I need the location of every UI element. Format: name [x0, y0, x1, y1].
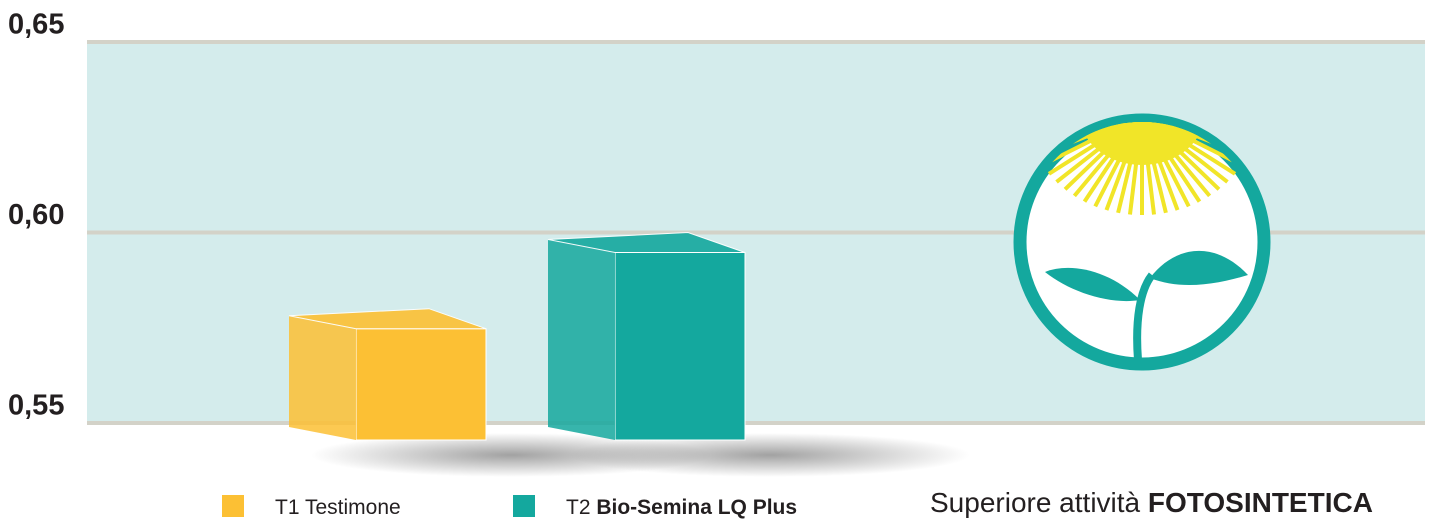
- bar: [614, 252, 746, 441]
- legend-label: T2 Bio-Semina LQ Plus: [566, 496, 797, 519]
- y-tick-label: 0,55: [8, 390, 64, 422]
- y-tick-label: 0,60: [8, 199, 64, 231]
- marks: [87, 40, 1425, 477]
- text-part: Bio-Semina LQ Plus: [591, 496, 798, 519]
- text-part: T2: [566, 496, 591, 519]
- legend-label: T1 Testimone: [275, 496, 401, 519]
- annotation: Superiore attività FOTOSINTETICA: [930, 487, 1373, 518]
- bar-top: [547, 231, 746, 253]
- bar-shadow: [570, 433, 970, 477]
- icon: [1013, 113, 1271, 371]
- text-part: FOTOSINTETICA: [1140, 487, 1373, 518]
- bar-side: [548, 239, 615, 440]
- bar: [355, 328, 487, 441]
- bar-side: [289, 315, 356, 440]
- text-part: T1: [275, 496, 300, 519]
- y-tick-label: 0,65: [8, 9, 64, 41]
- bar-top: [288, 308, 487, 330]
- legend-swatch: [222, 495, 244, 517]
- text-part: Testimone: [300, 496, 401, 519]
- text-part: Superiore attività: [930, 487, 1141, 518]
- legend-swatch: [513, 495, 535, 517]
